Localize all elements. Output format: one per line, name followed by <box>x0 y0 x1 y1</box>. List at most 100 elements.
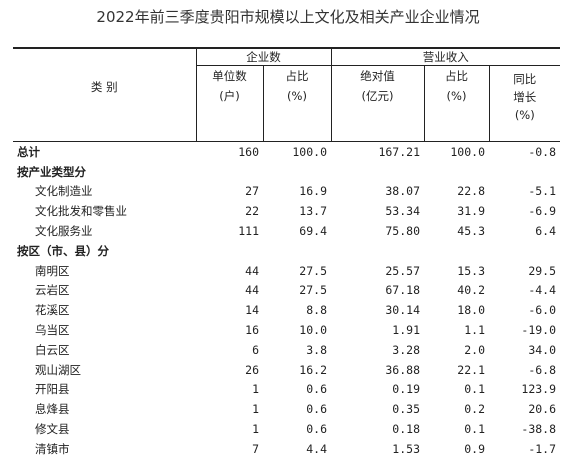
table-row: 观山湖区 26 16.2 36.88 22.1 -6.8 <box>13 360 560 380</box>
cell-absolute <box>331 241 424 261</box>
cell-yoy: -4.4 <box>528 283 557 298</box>
cell-units: 160 <box>238 144 259 159</box>
row-label: 息烽县 <box>35 402 70 417</box>
cell-yoy <box>489 162 560 182</box>
cell-absolute: 1.91 <box>392 323 420 338</box>
table-row: 总计 160 100.0 167.21 100.0 -0.8 <box>13 142 560 162</box>
row-label: 文化制造业 <box>35 184 93 199</box>
cell-units: 26 <box>245 362 259 377</box>
cell-absolute: 1.53 <box>392 441 420 456</box>
cell-units <box>196 241 263 261</box>
cell-yoy: -6.9 <box>528 204 557 219</box>
cell-yoy: 20.6 <box>528 402 557 417</box>
cell-absolute: 3.28 <box>392 342 420 357</box>
table-row: 文化服务业 111 69.4 75.80 45.3 6.4 <box>13 221 560 241</box>
cell-yoy: 6.4 <box>535 224 557 239</box>
row-label: 清镇市 <box>35 441 70 456</box>
cell-yoy: 123.9 <box>521 382 557 397</box>
row-label: 乌当区 <box>35 323 70 338</box>
cell-absolute <box>331 162 424 182</box>
row-label: 文化服务业 <box>35 224 93 239</box>
cell-units: 44 <box>245 283 259 298</box>
header-absolute-value: 绝对值 (亿元) <box>331 65 425 142</box>
cell-share2: 1.1 <box>464 323 485 338</box>
row-label: 总计 <box>17 144 40 159</box>
cell-yoy: -19.0 <box>521 323 557 338</box>
cell-units: 14 <box>245 303 259 318</box>
cell-share2: 0.1 <box>464 382 485 397</box>
cell-share1: 10.0 <box>299 323 327 338</box>
row-label: 观山湖区 <box>35 362 81 377</box>
cell-share1: 69.4 <box>299 224 327 239</box>
cell-share2: 22.8 <box>457 184 485 199</box>
header-share-revenue: 占比 (%) <box>424 65 490 142</box>
cell-share1 <box>263 162 331 182</box>
cell-absolute: 0.35 <box>392 402 420 417</box>
table-row: 按区（市、县）分 <box>13 241 560 261</box>
cell-share1: 16.2 <box>299 362 327 377</box>
cell-units: 111 <box>238 224 259 239</box>
cell-share2 <box>424 241 489 261</box>
cell-yoy: -6.0 <box>528 303 557 318</box>
cell-share2: 31.9 <box>457 204 485 219</box>
cell-share1: 13.7 <box>299 204 327 219</box>
row-label: 花溪区 <box>35 303 70 318</box>
cell-yoy: -38.8 <box>521 422 557 437</box>
table-row: 修文县 1 0.6 0.18 0.1 -38.8 <box>13 419 560 439</box>
section-label: 按产业类型分 <box>17 164 86 179</box>
cell-share1: 100.0 <box>292 144 327 159</box>
cell-share1: 0.6 <box>306 422 327 437</box>
cell-share2: 0.2 <box>464 402 485 417</box>
cell-share1: 0.6 <box>306 402 327 417</box>
table-row: 花溪区 14 8.8 30.14 18.0 -6.0 <box>13 300 560 320</box>
table-row: 开阳县 1 0.6 0.19 0.1 123.9 <box>13 380 560 400</box>
cell-share1: 3.8 <box>306 342 327 357</box>
table-row: 云岩区 44 27.5 67.18 40.2 -4.4 <box>13 281 560 301</box>
cell-absolute: 0.18 <box>392 422 420 437</box>
header-enterprises: 企业数 <box>196 47 332 66</box>
cell-absolute: 53.34 <box>385 204 420 219</box>
cell-share2: 40.2 <box>457 283 485 298</box>
cell-absolute: 75.80 <box>385 224 420 239</box>
table-row: 白云区 6 3.8 3.28 2.0 34.0 <box>13 340 560 360</box>
table-body: 总计 160 100.0 167.21 100.0 -0.8 按产业类型分 文化制造业 27 16… <box>13 142 560 459</box>
table-row: 息烽县 1 0.6 0.35 0.2 20.6 <box>13 399 560 419</box>
table-row: 清镇市 7 4.4 1.53 0.9 -1.7 <box>13 439 560 459</box>
cell-yoy: -1.7 <box>528 441 557 456</box>
cell-share1: 4.4 <box>306 441 327 456</box>
cell-share1 <box>263 241 331 261</box>
cell-units: 16 <box>245 323 259 338</box>
cell-units: 7 <box>252 441 259 456</box>
cell-share2: 22.1 <box>457 362 485 377</box>
cell-share2 <box>424 162 489 182</box>
table-row: 南明区 44 27.5 25.57 15.3 29.5 <box>13 261 560 281</box>
header-units: 单位数 (户) <box>196 65 264 142</box>
cell-absolute: 167.21 <box>378 144 420 159</box>
header-yoy-growth: 同比 增长 (%) <box>489 65 561 142</box>
cell-yoy: 34.0 <box>528 342 557 357</box>
page-title: 2022年前三季度贵阳市规模以上文化及相关产业企业情况 <box>96 8 480 26</box>
cell-absolute: 30.14 <box>385 303 420 318</box>
row-label: 南明区 <box>35 263 70 278</box>
cell-units <box>196 162 263 182</box>
cell-share1: 8.8 <box>306 303 327 318</box>
table-row: 按产业类型分 <box>13 162 560 182</box>
cell-share2: 0.9 <box>464 441 485 456</box>
row-label: 修文县 <box>35 422 70 437</box>
row-label: 开阳县 <box>35 382 70 397</box>
cell-units: 22 <box>245 204 259 219</box>
cell-units: 44 <box>245 263 259 278</box>
header-category: 类 别 <box>13 47 197 142</box>
cell-units: 1 <box>252 402 259 417</box>
cell-absolute: 38.07 <box>385 184 420 199</box>
table-row: 乌当区 16 10.0 1.91 1.1 -19.0 <box>13 320 560 340</box>
cell-absolute: 0.19 <box>392 382 420 397</box>
header-share-enterprises: 占比 (%) <box>263 65 332 142</box>
row-label: 文化批发和零售业 <box>35 204 127 219</box>
cell-yoy <box>489 241 560 261</box>
cell-share1: 27.5 <box>299 283 327 298</box>
cell-share2: 2.0 <box>464 342 485 357</box>
cell-absolute: 67.18 <box>385 283 420 298</box>
cell-share1: 16.9 <box>299 184 327 199</box>
cell-share2: 100.0 <box>450 144 485 159</box>
